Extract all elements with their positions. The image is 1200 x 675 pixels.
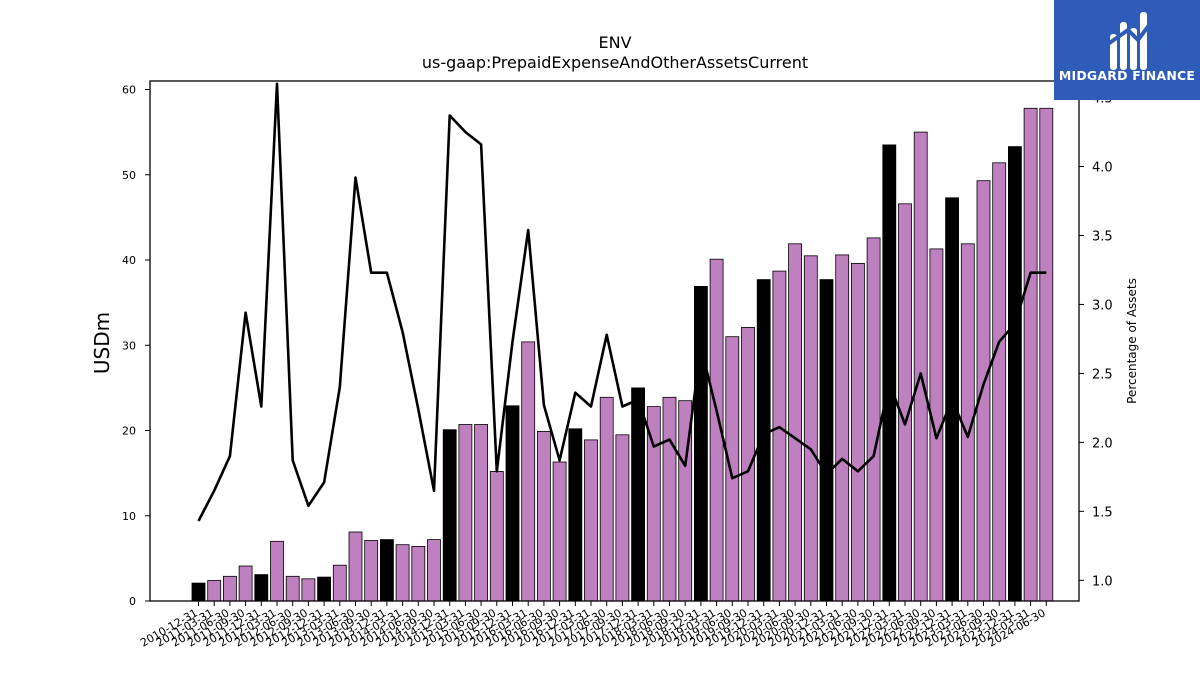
bar <box>694 285 708 602</box>
bar <box>505 405 520 602</box>
y-tick-label: 10 <box>122 510 136 523</box>
bar <box>803 255 818 602</box>
bar <box>238 565 253 602</box>
bar <box>458 424 473 602</box>
bar <box>489 470 504 602</box>
bar <box>427 539 441 602</box>
bar <box>222 575 237 602</box>
bar <box>191 582 206 602</box>
y2-tick-label: 3.0 <box>1092 298 1113 313</box>
chart-subtitle: us-gaap:PrepaidExpenseAndOtherAssetsCurr… <box>422 53 808 72</box>
bar <box>254 574 269 602</box>
y-tick-label: 30 <box>122 339 136 352</box>
y2-tick-label: 1.5 <box>1092 505 1113 520</box>
y-tick-label: 20 <box>122 425 136 438</box>
bar <box>819 279 834 602</box>
bar <box>1039 107 1054 602</box>
bar <box>411 546 426 602</box>
bar <box>725 336 740 602</box>
bar <box>741 326 755 602</box>
bar <box>332 564 347 602</box>
y-tick-label: 40 <box>122 254 136 267</box>
bar <box>898 203 912 602</box>
midgard-logo-icon <box>1106 12 1152 70</box>
y-axis-label: USDm <box>90 312 114 374</box>
chart-title: ENV <box>598 33 631 52</box>
bar <box>1008 146 1022 602</box>
brand-logo: MIDGARD FINANCE <box>1054 0 1200 100</box>
y2-tick-label: 2.5 <box>1092 367 1113 382</box>
bar <box>301 578 316 602</box>
bar <box>1023 107 1038 602</box>
bar <box>756 279 771 602</box>
y-tick-label: 0 <box>129 595 136 608</box>
y2-tick-label: 4.0 <box>1092 161 1113 176</box>
bar <box>772 270 787 602</box>
bar <box>537 430 551 602</box>
y-tick-label: 50 <box>122 169 136 182</box>
bar <box>835 254 850 602</box>
bar <box>866 237 881 602</box>
bar <box>851 262 865 602</box>
y2-tick-label: 3.5 <box>1092 229 1113 244</box>
bar <box>992 162 1007 602</box>
bar <box>662 396 677 602</box>
brand-name: MIDGARD FINANCE <box>1058 68 1196 83</box>
plot-area: 01020304050601.01.52.02.53.03.54.04.5201… <box>122 82 1113 650</box>
bar <box>474 424 489 602</box>
bar <box>913 131 928 602</box>
bar <box>521 341 536 602</box>
bar <box>348 531 363 602</box>
bar <box>552 461 567 602</box>
bar <box>379 539 394 602</box>
bar <box>364 540 379 602</box>
bar <box>395 544 410 602</box>
y2-axis-label: Percentage of Assets <box>1125 278 1139 404</box>
y2-tick-label: 1.0 <box>1092 574 1113 589</box>
bar <box>615 434 630 602</box>
bar <box>584 439 598 602</box>
series-line <box>197 82 1047 522</box>
plot-frame <box>149 80 1080 602</box>
y2-tick-label: 2.0 <box>1092 436 1113 451</box>
y-tick-label: 60 <box>122 84 136 97</box>
bar <box>788 243 802 602</box>
bar <box>285 575 300 602</box>
bar <box>882 144 897 602</box>
bar <box>317 576 332 602</box>
bar <box>568 428 583 602</box>
bar <box>442 429 457 602</box>
bar <box>270 540 284 602</box>
bar <box>207 580 222 602</box>
bar <box>631 387 645 602</box>
bar <box>599 396 614 602</box>
bar <box>976 180 991 602</box>
